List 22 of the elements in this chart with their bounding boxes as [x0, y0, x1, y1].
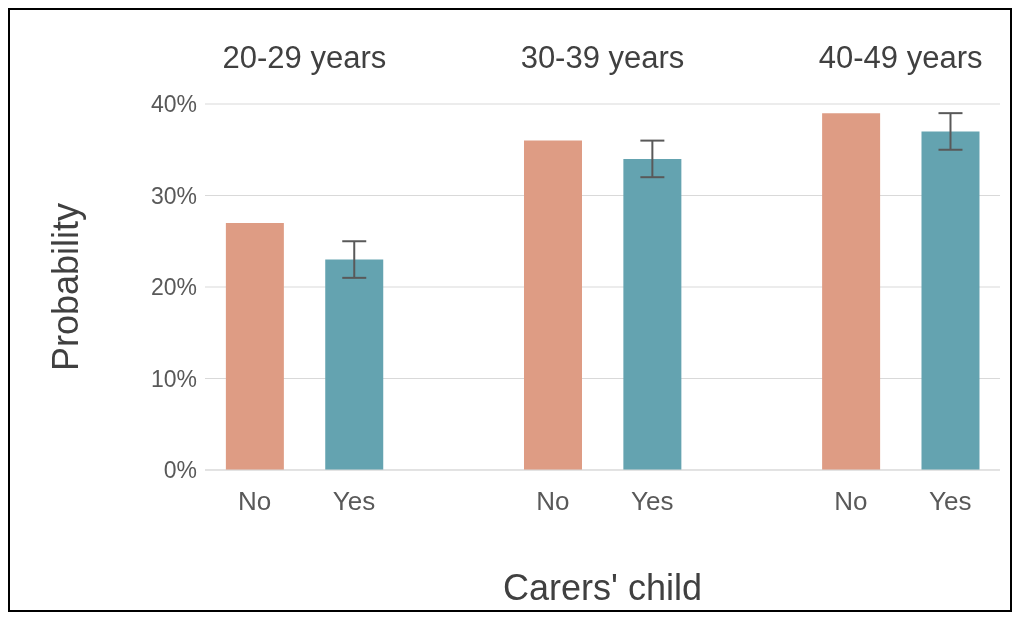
y-tick-label: 20%: [150, 274, 197, 301]
text: 30-39 years: [519, 40, 686, 76]
x-tick-label: Yes: [332, 486, 376, 517]
bar: [822, 113, 881, 470]
y-axis-title: Probability: [44, 202, 86, 372]
x-axis-title: Carers' child: [503, 567, 702, 608]
bar: [225, 222, 284, 470]
x-tick-label: Yes: [630, 486, 674, 517]
bar: [523, 140, 582, 470]
y-tick-label: 10%: [150, 365, 197, 392]
x-tick-label: No: [238, 486, 272, 517]
bar: [325, 259, 384, 470]
text: 40-49 years: [817, 40, 984, 76]
y-tick-label: 0%: [163, 457, 197, 484]
bar: [921, 131, 980, 470]
text: 20-29 years: [221, 40, 388, 76]
x-tick-label: No: [536, 486, 570, 517]
y-tick-label: 40%: [150, 91, 197, 118]
bar: [623, 158, 682, 470]
x-tick-label: Yes: [929, 486, 972, 517]
x-tick-label: No: [834, 486, 868, 517]
y-tick-label: 30%: [150, 182, 197, 209]
